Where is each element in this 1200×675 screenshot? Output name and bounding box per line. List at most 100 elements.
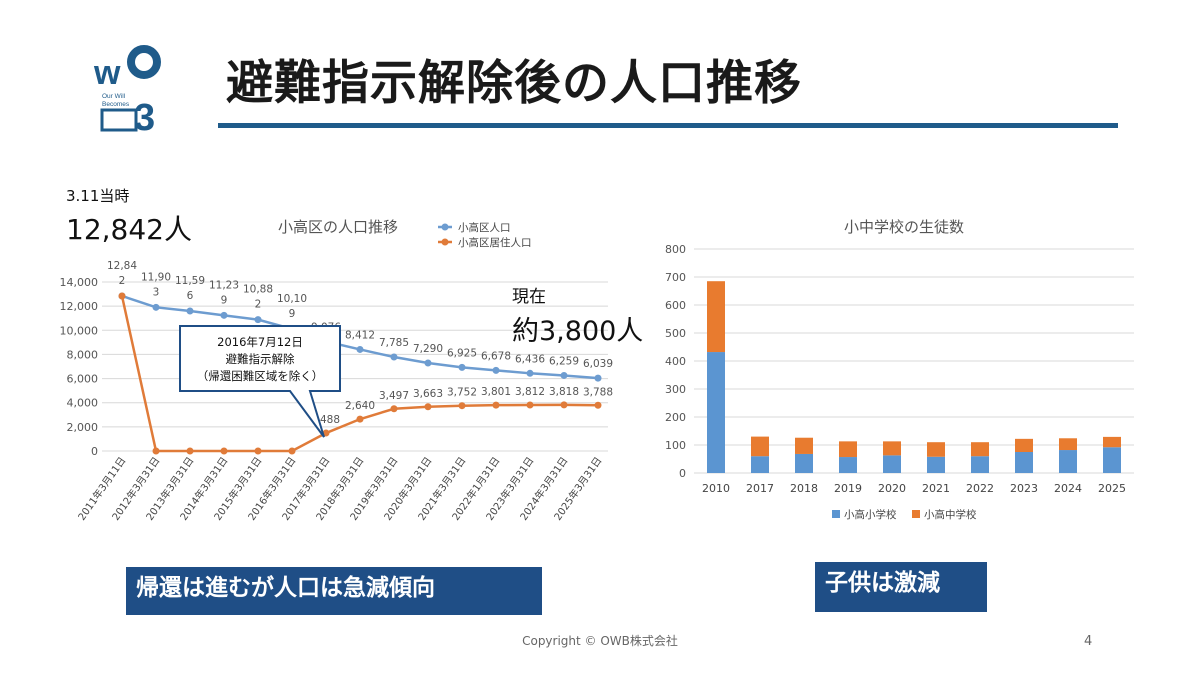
- line-data-label: 2: [119, 275, 126, 287]
- svg-text:Becomes: Becomes: [102, 101, 130, 108]
- line-data-label: 3,788: [583, 386, 613, 398]
- line-point-0: [220, 311, 228, 319]
- bar-segment-0: [927, 456, 945, 473]
- bar-y-tick-label: 400: [665, 355, 686, 368]
- line-point-1: [492, 401, 500, 409]
- bar-segment-1: [751, 436, 769, 457]
- line-data-label: 12,84: [107, 260, 137, 272]
- line-point-0: [356, 345, 364, 353]
- bar-x-tick-label: 2021: [922, 482, 950, 495]
- line-point-1: [560, 401, 568, 409]
- bar-segment-0: [795, 453, 813, 473]
- line-legend-label: 小高区居住人口: [458, 236, 532, 249]
- note-311-label: 3.11当時: [66, 187, 130, 205]
- line-data-label: 10,10: [277, 293, 307, 305]
- bar-legend-swatch: [832, 510, 840, 518]
- line-point-1: [424, 403, 432, 411]
- bar-segment-1: [1103, 436, 1121, 448]
- line-legend-label: 小高区人口: [458, 221, 511, 234]
- bar-legend-swatch: [912, 510, 920, 518]
- line-data-label: 6: [187, 290, 194, 302]
- banner-right-text: 子供は激減: [825, 570, 940, 596]
- bar-y-tick-label: 300: [665, 383, 686, 396]
- line-point-1: [118, 292, 126, 300]
- line-data-label: 7,785: [379, 337, 409, 349]
- callout-line3: （帰還困難区域を除く）: [197, 369, 324, 383]
- line-legend-marker: [441, 223, 449, 231]
- callout-bubble: [179, 325, 341, 438]
- bar-y-tick-label: 200: [665, 411, 686, 424]
- owb-logo: w Our Will Becomes 3: [93, 45, 161, 132]
- line-data-label: 3,801: [481, 386, 511, 398]
- line-point-1: [186, 447, 194, 455]
- bar-segment-0: [707, 352, 725, 473]
- note-now: 現在 約3,800人: [512, 282, 643, 348]
- line-point-0: [254, 316, 262, 324]
- line-chart-title: 小高区の人口推移: [278, 218, 398, 236]
- line-data-label: 6,678: [481, 350, 511, 362]
- line-data-label: 10,88: [243, 284, 273, 296]
- line-data-label: 2,640: [345, 400, 375, 412]
- line-data-label: 3,812: [515, 386, 545, 398]
- slide-title: 避難指示解除後の人口推移: [226, 56, 802, 111]
- line-data-label: 6,259: [549, 355, 579, 367]
- bar-segment-0: [971, 456, 989, 473]
- bar-y-tick-label: 600: [665, 299, 686, 312]
- title-underline: [218, 123, 1118, 128]
- line-data-label: 9: [221, 294, 228, 306]
- line-data-label: 11,23: [209, 279, 239, 291]
- line-data-label: 6,925: [447, 347, 477, 359]
- svg-text:3: 3: [134, 97, 155, 132]
- bar-x-tick-label: 2022: [966, 482, 994, 495]
- bar-x-tick-label: 2023: [1010, 482, 1038, 495]
- line-point-0: [186, 307, 194, 315]
- bar-segment-0: [839, 457, 857, 473]
- bar-y-tick-label: 700: [665, 271, 686, 284]
- bar-segment-1: [795, 437, 813, 454]
- line-data-label: 11,59: [175, 275, 205, 287]
- line-y-tick-label: 8,000: [67, 348, 99, 361]
- bar-chart-title: 小中学校の生徒数: [844, 218, 964, 236]
- line-point-1: [254, 447, 262, 455]
- line-point-1: [288, 447, 296, 455]
- bar-x-tick-label: 2018: [790, 482, 818, 495]
- line-point-0: [458, 363, 466, 371]
- copyright: Copyright © OWB株式会社: [522, 634, 678, 648]
- line-data-label: 3,663: [413, 388, 443, 400]
- bar-segment-0: [1103, 447, 1121, 473]
- bar-y-tick-label: 100: [665, 439, 686, 452]
- line-data-label: 9: [289, 308, 296, 320]
- line-point-1: [526, 401, 534, 409]
- line-y-tick-label: 6,000: [67, 373, 99, 386]
- line-point-0: [560, 371, 568, 379]
- line-data-label: 8,412: [345, 329, 375, 341]
- bar-x-tick-label: 2025: [1098, 482, 1126, 495]
- line-data-label: 7,290: [413, 343, 443, 355]
- bar-y-tick-label: 800: [665, 243, 686, 256]
- line-point-0: [424, 359, 432, 367]
- line-data-label: 11,90: [141, 271, 171, 283]
- banner-right: 子供は激減: [815, 562, 987, 612]
- bar-legend-label: 小高小学校: [844, 508, 897, 521]
- line-point-0: [526, 369, 534, 377]
- bar-x-tick-label: 2024: [1054, 482, 1082, 495]
- bar-y-tick-label: 0: [679, 467, 686, 480]
- note-311: 3.11当時 12,842人: [66, 185, 192, 248]
- bar-y-tick-label: 500: [665, 327, 686, 340]
- line-y-tick-label: 14,000: [60, 276, 99, 289]
- bar-x-tick-label: 2020: [878, 482, 906, 495]
- line-data-label: 3: [153, 286, 160, 298]
- bar-x-tick-label: 2017: [746, 482, 774, 495]
- banner-left: 帰還は進むが人口は急減傾向: [126, 567, 542, 615]
- bar-legend-label: 小高中学校: [924, 508, 977, 521]
- line-y-tick-label: 2,000: [67, 421, 99, 434]
- logo-text: Our Will: [102, 93, 126, 100]
- line-data-label: 3,497: [379, 390, 409, 402]
- bar-segment-1: [1059, 438, 1077, 451]
- note-now-value: 約3,800人: [512, 316, 644, 347]
- line-point-0: [390, 353, 398, 361]
- line-data-label: 3,818: [549, 386, 579, 398]
- line-data-label: 6,039: [583, 358, 613, 370]
- line-data-label: 488: [320, 414, 340, 426]
